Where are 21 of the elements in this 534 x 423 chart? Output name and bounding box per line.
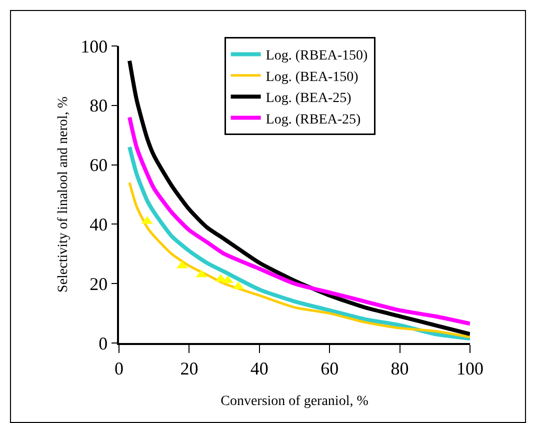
- legend-label: Log. (BEA-150): [266, 70, 359, 85]
- legend-label: Log. (RBEA-25): [266, 112, 362, 128]
- legend-label: Log. (BEA-25): [266, 91, 352, 106]
- x-tick-label: 80: [390, 358, 409, 378]
- y-tick-label: 20: [90, 274, 108, 294]
- legend-label: Log. (RBEA-150): [266, 48, 368, 64]
- line-series: [128, 115, 470, 326]
- line-series: [128, 181, 470, 338]
- y-tick-label: 60: [90, 155, 108, 176]
- y-axis-title: Selectivity of linalool and nerol, %: [56, 96, 71, 292]
- x-tick-label: 60: [320, 358, 339, 378]
- x-tick-label: 20: [180, 358, 198, 378]
- y-tick-label: 80: [90, 96, 108, 116]
- x-axis-title: Conversion of geraniol, %: [220, 394, 369, 410]
- x-tick-label: 0: [114, 358, 124, 378]
- y-tick-label: 40: [90, 214, 108, 234]
- y-tick-label: 100: [80, 36, 108, 56]
- x-tick-label: 100: [456, 358, 484, 378]
- y-tick-label: 0: [98, 333, 108, 354]
- x-tick-label: 40: [250, 358, 268, 378]
- line-series: [128, 144, 470, 341]
